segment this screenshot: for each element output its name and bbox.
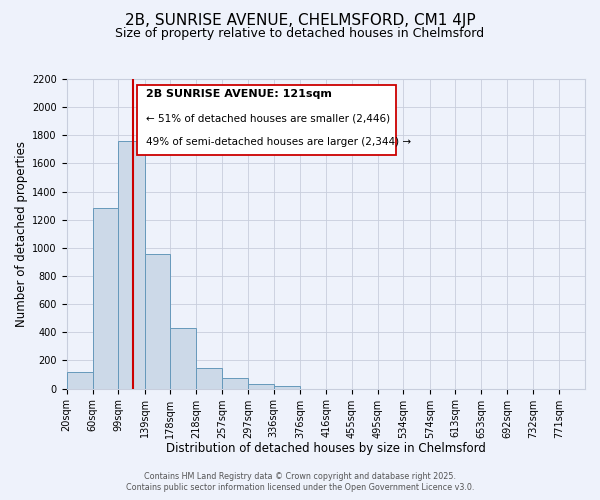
Bar <box>93 208 118 388</box>
Text: 2B, SUNRISE AVENUE, CHELMSFORD, CM1 4JP: 2B, SUNRISE AVENUE, CHELMSFORD, CM1 4JP <box>125 12 475 28</box>
Bar <box>248 384 274 388</box>
Text: 2B SUNRISE AVENUE: 121sqm: 2B SUNRISE AVENUE: 121sqm <box>146 89 332 99</box>
FancyBboxPatch shape <box>137 85 396 155</box>
Y-axis label: Number of detached properties: Number of detached properties <box>15 141 28 327</box>
Bar <box>196 368 222 388</box>
Text: Contains public sector information licensed under the Open Government Licence v3: Contains public sector information licen… <box>126 484 474 492</box>
Text: ← 51% of detached houses are smaller (2,446): ← 51% of detached houses are smaller (2,… <box>146 114 390 124</box>
Text: Size of property relative to detached houses in Chelmsford: Size of property relative to detached ho… <box>115 28 485 40</box>
X-axis label: Distribution of detached houses by size in Chelmsford: Distribution of detached houses by size … <box>166 442 486 455</box>
Bar <box>222 378 248 388</box>
Text: Contains HM Land Registry data © Crown copyright and database right 2025.: Contains HM Land Registry data © Crown c… <box>144 472 456 481</box>
Bar <box>274 386 300 388</box>
Bar <box>170 328 196 388</box>
Bar <box>118 141 145 388</box>
Bar <box>67 372 93 388</box>
Text: 49% of semi-detached houses are larger (2,344) →: 49% of semi-detached houses are larger (… <box>146 137 411 147</box>
Bar <box>145 254 170 388</box>
